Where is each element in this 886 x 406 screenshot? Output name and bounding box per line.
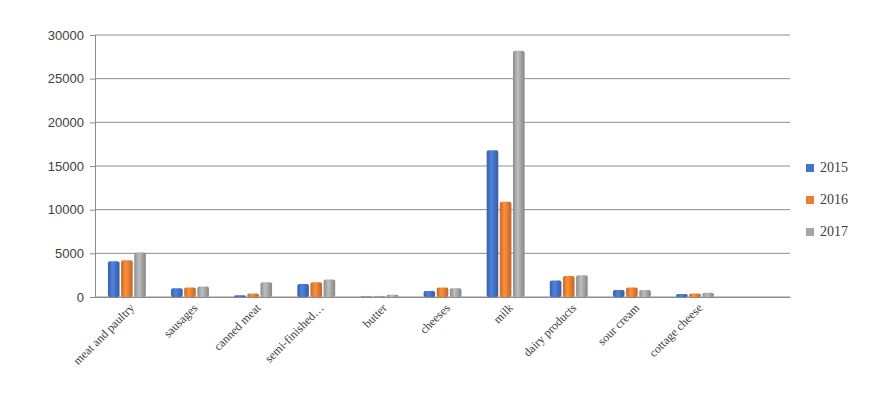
y-tick: 30000 bbox=[48, 28, 95, 43]
legend-label: 2017 bbox=[820, 224, 848, 239]
x-tick: milk bbox=[490, 297, 515, 326]
x-tick: meat and paultry bbox=[70, 297, 137, 368]
bar bbox=[324, 280, 336, 297]
bar bbox=[676, 294, 688, 297]
x-tick-label: milk bbox=[490, 301, 515, 326]
grid-line bbox=[95, 122, 790, 123]
bars bbox=[108, 51, 714, 297]
x-tick-label: butter bbox=[360, 301, 390, 331]
grid bbox=[95, 35, 790, 297]
bar bbox=[360, 296, 372, 297]
y-tick-mark bbox=[90, 210, 95, 211]
bar bbox=[563, 276, 575, 297]
bar bbox=[134, 252, 146, 297]
y-tick: 5000 bbox=[55, 246, 95, 261]
bar bbox=[297, 284, 309, 297]
x-tick: canned meat bbox=[211, 297, 264, 353]
bar bbox=[487, 150, 499, 297]
y-tick: 25000 bbox=[48, 71, 95, 86]
chart-container: 0 5000 10000 15000 20000 25000 30000 meat and p… bbox=[0, 0, 886, 406]
x-tick-label: cottage cheese bbox=[646, 301, 705, 360]
bar bbox=[550, 280, 562, 297]
grid-line bbox=[95, 166, 790, 167]
bar bbox=[437, 287, 449, 297]
legend-item: 2016 bbox=[806, 192, 848, 207]
y-axis-line bbox=[90, 36, 96, 298]
y-tick-label: 5000 bbox=[55, 246, 84, 261]
x-tick: semi-finished… bbox=[262, 297, 327, 365]
y-tick-mark bbox=[90, 166, 95, 167]
x-tick-label: sausages bbox=[161, 301, 201, 341]
grid-line bbox=[95, 209, 790, 210]
legend: 2015 2016 2017 bbox=[806, 160, 848, 239]
bar bbox=[702, 293, 714, 297]
bar bbox=[689, 294, 701, 297]
legend-item: 2017 bbox=[806, 224, 848, 239]
x-tick-label: meat and paultry bbox=[70, 301, 137, 368]
bar bbox=[513, 51, 525, 297]
y-tick: 10000 bbox=[48, 202, 95, 217]
y-tick-mark bbox=[90, 35, 95, 36]
y-tick-label: 20000 bbox=[48, 115, 84, 130]
bar bbox=[260, 282, 272, 297]
x-tick: sour cream bbox=[595, 297, 643, 348]
x-axis: meat and paultry sausagescanned meatsemi-… bbox=[70, 297, 790, 368]
x-tick-label: sour cream bbox=[595, 300, 643, 348]
bar bbox=[626, 287, 638, 297]
bar bbox=[374, 296, 386, 297]
bar bbox=[197, 287, 209, 297]
bar bbox=[639, 290, 651, 297]
x-tick-label: dairy products bbox=[520, 301, 579, 360]
y-tick: 0 bbox=[77, 290, 95, 305]
x-tick-label: cheeses bbox=[417, 301, 453, 337]
legend-label: 2016 bbox=[820, 192, 848, 207]
bar bbox=[424, 291, 436, 297]
y-tick: 20000 bbox=[48, 115, 95, 130]
legend-item: 2015 bbox=[806, 160, 848, 175]
chart-svg: 0 5000 10000 15000 20000 25000 30000 meat and p… bbox=[0, 0, 886, 406]
x-axis-line bbox=[96, 297, 791, 298]
legend-swatch bbox=[806, 228, 814, 236]
bar bbox=[247, 294, 259, 297]
legend-label: 2015 bbox=[820, 160, 848, 175]
x-tick: cottage cheese bbox=[646, 297, 705, 360]
y-tick-mark bbox=[90, 253, 95, 254]
x-tick: butter bbox=[360, 297, 390, 331]
x-tick-label: canned meat bbox=[211, 300, 264, 353]
grid-line bbox=[95, 35, 790, 36]
x-tick-label: semi-finished… bbox=[262, 301, 327, 366]
y-tick: 15000 bbox=[48, 159, 95, 174]
y-tick-label: 25000 bbox=[48, 71, 84, 86]
bar bbox=[234, 295, 246, 297]
bar bbox=[171, 288, 183, 297]
bar bbox=[613, 290, 625, 297]
y-tick-mark bbox=[90, 297, 95, 298]
x-tick: cheeses bbox=[417, 297, 453, 337]
grid-line bbox=[95, 253, 790, 254]
bar bbox=[184, 287, 196, 297]
y-tick-label: 15000 bbox=[48, 159, 84, 174]
y-tick-label: 10000 bbox=[48, 202, 84, 217]
bar bbox=[387, 295, 399, 297]
y-tick-label: 30000 bbox=[48, 28, 84, 43]
grid-line bbox=[95, 78, 790, 79]
y-tick-mark bbox=[90, 122, 95, 123]
legend-swatch bbox=[806, 196, 814, 204]
y-axis: 0 5000 10000 15000 20000 25000 30000 bbox=[48, 28, 96, 305]
y-tick-mark bbox=[90, 79, 95, 80]
bar bbox=[576, 275, 588, 297]
y-tick-label: 0 bbox=[77, 290, 84, 305]
bar bbox=[121, 260, 133, 297]
bar bbox=[450, 288, 462, 297]
bar bbox=[108, 261, 120, 297]
legend-swatch bbox=[806, 164, 814, 172]
plot: 0 5000 10000 15000 20000 25000 30000 meat and p… bbox=[48, 28, 791, 368]
bar bbox=[500, 202, 512, 297]
x-tick: sausages bbox=[161, 297, 201, 340]
bar bbox=[310, 282, 322, 297]
x-tick: dairy products bbox=[520, 297, 579, 359]
